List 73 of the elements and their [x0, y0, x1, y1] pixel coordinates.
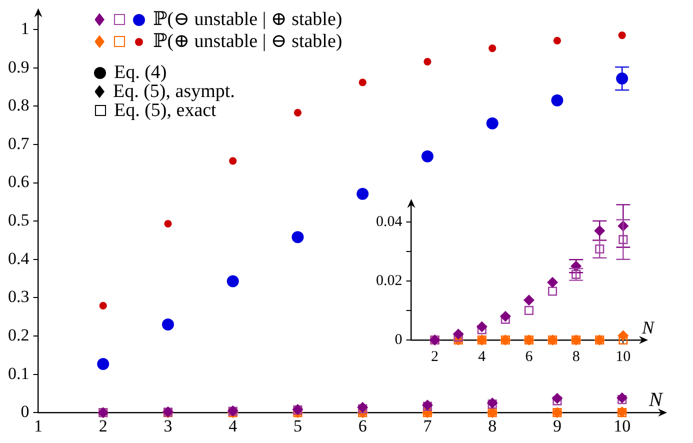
point [500, 310, 511, 322]
y-tick-label: 0.02 [376, 272, 402, 289]
x-tick-label: 1 [34, 416, 42, 436]
annotation: Eq. (5), exact [114, 100, 216, 122]
annotation: Eq. (5), asympt. [113, 81, 235, 102]
legend-label: ℙ(⊖ unstable | ⊕ stable) [153, 8, 342, 30]
x-tick-label: 5 [293, 416, 302, 436]
x-tick-label: 8 [572, 348, 580, 365]
point [452, 328, 464, 340]
y-tick-label: 0.3 [8, 287, 30, 306]
point [548, 286, 558, 296]
x-tick-label: 4 [228, 416, 238, 436]
y-tick-label: 1 [20, 18, 30, 38]
point [356, 188, 369, 200]
y-tick-label: 0.04 [376, 214, 403, 230]
x-tick-label: 6 [525, 348, 534, 365]
point [97, 358, 110, 370]
x-tick-label: 2 [431, 348, 439, 365]
x-tick-label: 8 [488, 416, 497, 436]
y-tick-label: 0.1 [8, 364, 30, 383]
point [421, 150, 434, 162]
point [618, 395, 627, 404]
x-tick-label: 10 [616, 348, 631, 365]
point [358, 404, 368, 414]
point [357, 402, 368, 413]
x-tick-label: 7 [423, 416, 432, 436]
x-tick-label: 6 [358, 416, 367, 436]
point [477, 325, 486, 334]
y-tick-label: 0.9 [8, 57, 30, 76]
y-tick-label: 0.4 [8, 248, 30, 268]
point [616, 72, 628, 85]
point [523, 294, 534, 306]
y-tick-label: 0.7 [8, 134, 30, 153]
point [618, 335, 628, 345]
y-tick-label: 0 [394, 332, 402, 348]
point [226, 275, 239, 288]
point [616, 392, 628, 404]
point [358, 78, 366, 86]
point [229, 157, 237, 165]
y-tick-label: 0.5 [8, 210, 30, 230]
y-tick-label: 0.2 [8, 325, 30, 344]
x-axis-title: N [641, 318, 655, 338]
x-tick-label: 9 [552, 416, 562, 436]
y-tick-label: 0.8 [8, 96, 30, 115]
point [486, 117, 498, 130]
y-tick-label: 0 [20, 402, 30, 422]
point [164, 220, 172, 228]
x-tick-label: 4 [478, 348, 486, 365]
point [294, 108, 302, 116]
y-tick-label: 0.6 [8, 172, 30, 192]
point [500, 314, 510, 324]
x-axis-title: N [648, 388, 664, 411]
point [424, 58, 432, 66]
legend-label: ℙ(⊕ unstable | ⊖ stable) [153, 30, 342, 52]
point [292, 231, 304, 244]
x-tick-label: 2 [98, 416, 108, 436]
point [488, 44, 496, 52]
point [551, 94, 564, 106]
point [618, 330, 629, 342]
point [618, 235, 628, 244]
point [454, 332, 463, 342]
point [552, 392, 563, 404]
point [476, 321, 488, 332]
x-tick-label: 10 [614, 416, 631, 436]
annotation: Eq. (4) [114, 62, 167, 84]
point [162, 318, 174, 330]
point [99, 302, 107, 310]
point [524, 306, 534, 315]
point [553, 36, 562, 44]
point [618, 31, 626, 40]
point [552, 396, 562, 406]
x-tick-label: 3 [164, 416, 172, 436]
point [547, 276, 558, 288]
